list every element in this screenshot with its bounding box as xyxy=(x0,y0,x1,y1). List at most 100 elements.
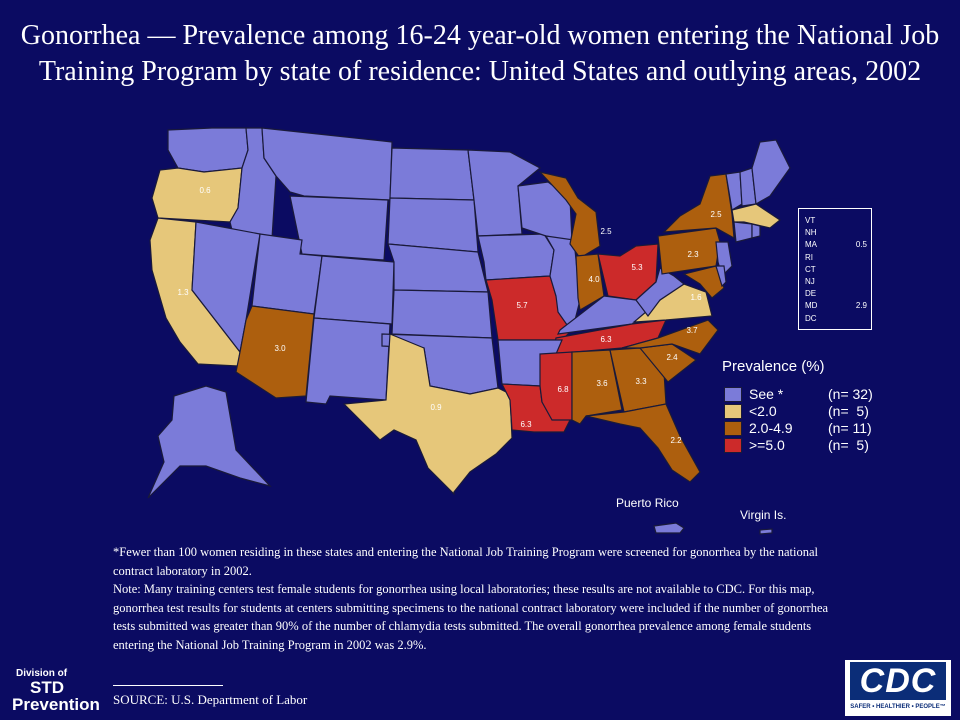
std-logo-line3: Prevention xyxy=(12,695,100,714)
state-or xyxy=(151,167,243,223)
territory-pr xyxy=(653,522,685,534)
state-value-al: 3.6 xyxy=(596,379,608,388)
state-value-or: 0.6 xyxy=(199,186,211,195)
state-in xyxy=(575,253,605,311)
small-state-abbr: NH xyxy=(805,228,817,238)
cdc-logo-tagline: SAFER • HEALTHIER • PEOPLE™ xyxy=(850,704,946,710)
state-value-labels: 0.6 1.3 3.0 0.9 5.7 2.5 4.0 5.3 2.5 2.3 1.6 3.7 6.3 2… xyxy=(177,186,722,445)
footnote: *Fewer than 100 women residing in these … xyxy=(113,543,843,654)
state-wa xyxy=(167,127,249,173)
small-states-table: VT NH MA 0.5 RI CT NJ DE MD 2.9 DC xyxy=(798,208,872,330)
territory-vi xyxy=(759,528,773,535)
legend-swatch xyxy=(724,421,742,436)
state-value-ny: 2.5 xyxy=(710,210,722,219)
small-state-abbr: MA xyxy=(805,240,817,250)
cdc-logo-mark: CDC xyxy=(850,662,946,700)
std-logo-line2: STD xyxy=(30,678,64,697)
state-mt xyxy=(261,127,393,201)
legend-title: Prevalence (%) xyxy=(722,358,825,375)
state-me xyxy=(751,139,791,205)
legend-label: See * xyxy=(749,386,784,402)
state-ks xyxy=(391,289,493,339)
state-value-mi: 2.5 xyxy=(600,227,612,236)
state-value-fl: 2.2 xyxy=(670,436,682,445)
state-ny xyxy=(662,173,735,240)
small-state-row-ri: RI xyxy=(805,252,867,264)
state-value-mo: 5.7 xyxy=(516,301,528,310)
state-value-in: 4.0 xyxy=(588,275,600,284)
state-value-tn: 6.3 xyxy=(600,335,612,344)
small-state-abbr: DC xyxy=(805,313,817,323)
legend-item: <2.0 (n= 5) xyxy=(724,403,904,420)
state-value-ga: 3.3 xyxy=(635,377,647,386)
std-division-logo: Division of STD Prevention xyxy=(10,664,106,716)
small-state-abbr: VT xyxy=(805,216,816,225)
state-value-va: 1.6 xyxy=(690,293,702,302)
state-value-nc: 3.7 xyxy=(686,326,698,335)
small-state-row-ma: MA 0.5 xyxy=(805,239,867,251)
small-state-row-vt: VT xyxy=(805,215,867,227)
small-state-row-md: MD 2.9 xyxy=(805,300,867,312)
legend-item: 2.0-4.9 (n= 11) xyxy=(724,420,904,437)
small-state-abbr: DE xyxy=(805,289,817,299)
footnote-asterisk: *Fewer than 100 women residing in these … xyxy=(113,545,819,578)
page-title: Gonorrhea — Prevalence among 16-24 year-… xyxy=(20,20,940,87)
state-mi xyxy=(538,170,601,259)
state-fl xyxy=(585,403,701,483)
legend-label: >=5.0 xyxy=(749,437,785,453)
legend-swatch xyxy=(724,438,742,453)
state-wv xyxy=(635,267,686,317)
state-value-pa: 2.3 xyxy=(687,250,699,259)
state-value-sc: 2.4 xyxy=(666,353,678,362)
state-sd xyxy=(387,197,479,253)
legend-count: (n= 5) xyxy=(828,437,869,453)
footnote-note: Note: Many training centers test female … xyxy=(113,582,829,652)
state-de xyxy=(715,265,727,288)
small-state-abbr: NJ xyxy=(805,277,815,286)
state-co xyxy=(313,255,395,325)
small-state-abbr: CT xyxy=(805,264,816,274)
small-state-row-dc: DC xyxy=(805,313,867,325)
cdc-logo: CDC SAFER • HEALTHIER • PEOPLE™ xyxy=(845,660,951,716)
state-nm xyxy=(305,317,391,405)
source-text: SOURCE: U.S. Department of Labor xyxy=(113,692,308,707)
small-state-value: 0.5 xyxy=(855,240,867,250)
state-wy xyxy=(289,195,389,261)
state-ia xyxy=(477,233,555,281)
std-logo-line1: Division of xyxy=(16,668,68,679)
state-value-ca: 1.3 xyxy=(177,288,189,297)
state-nc xyxy=(621,319,719,355)
small-state-row-de: DE xyxy=(805,288,867,300)
puerto-rico-label: Puerto Rico xyxy=(616,496,679,510)
legend-count: (n= 5) xyxy=(828,403,869,419)
legend-item: See * (n= 32) xyxy=(724,386,904,403)
state-value-la: 6.3 xyxy=(520,420,532,429)
state-ri xyxy=(751,223,761,239)
small-state-abbr: MD xyxy=(805,301,818,311)
state-nd xyxy=(389,147,475,201)
legend-count: (n= 32) xyxy=(828,386,873,402)
legend-label: <2.0 xyxy=(749,403,777,419)
legend-count: (n= 11) xyxy=(828,420,872,436)
legend-swatch xyxy=(724,404,742,419)
state-value-tx: 0.9 xyxy=(430,403,442,412)
legend-item: >=5.0 (n= 5) xyxy=(724,437,904,454)
small-state-row-nj: NJ xyxy=(805,276,867,288)
state-ak xyxy=(147,385,272,499)
source-rule xyxy=(113,685,223,686)
state-tx xyxy=(342,333,513,496)
state-ct xyxy=(733,221,753,243)
small-state-abbr: RI xyxy=(805,252,813,262)
legend-swatch xyxy=(724,387,742,402)
small-state-row-ct: CT xyxy=(805,264,867,276)
state-value-oh: 5.3 xyxy=(631,263,643,272)
virgin-islands-label: Virgin Is. xyxy=(740,508,787,522)
state-value-az: 3.0 xyxy=(274,344,286,353)
legend-label: 2.0-4.9 xyxy=(749,420,793,436)
state-md xyxy=(682,265,725,299)
state-value-ms: 6.8 xyxy=(557,385,569,394)
small-state-value: 2.9 xyxy=(855,301,867,311)
state-ne xyxy=(387,243,489,293)
small-state-row-nh: NH xyxy=(805,227,867,239)
